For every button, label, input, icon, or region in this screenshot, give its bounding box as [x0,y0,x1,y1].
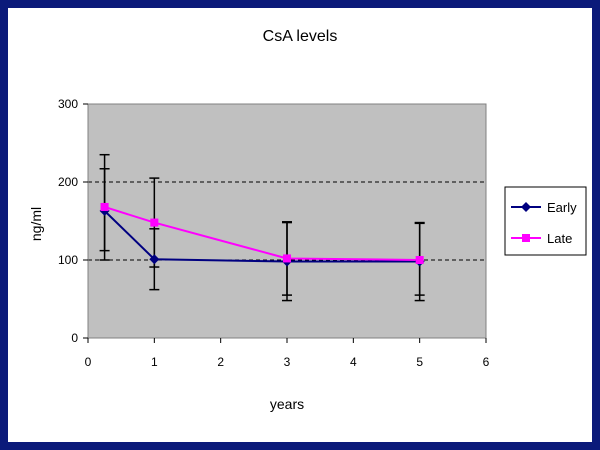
legend-marker-early [521,202,531,212]
x-tick-label: 0 [85,355,92,369]
data-point-late [283,254,291,263]
chart-title: CsA levels [263,28,338,45]
legend-marker-late [522,234,530,242]
x-tick-label: 1 [151,355,158,369]
series-line-early [103,210,420,263]
tick-labels: 0 1 2 3 4 5 6 0 100 200 300 [58,97,490,369]
data-point-late [100,202,109,211]
x-axis-label: years [270,396,304,412]
x-tick-label: 3 [284,355,291,369]
data-point-early [149,254,160,265]
y-tick-label: 300 [58,97,78,111]
legend-label-early: Early [547,200,577,215]
y-tick-label: 200 [58,175,78,189]
legend-label-late: Late [547,231,572,246]
legend-box [504,186,587,256]
series-line-late [104,206,420,261]
x-tick-label: 6 [483,355,490,369]
series-lines [103,206,420,263]
y-tick-label: 100 [58,253,78,267]
series-markers [99,202,425,267]
x-tick-label: 2 [217,355,224,369]
x-tick-label: 5 [416,355,423,369]
x-tick-label: 4 [350,355,357,369]
y-axis-label: ng/ml [28,207,44,241]
data-point-late [150,218,159,227]
data-point-late [415,256,424,264]
legend: Early Late [504,186,587,256]
y-tick-label: 0 [71,331,78,345]
